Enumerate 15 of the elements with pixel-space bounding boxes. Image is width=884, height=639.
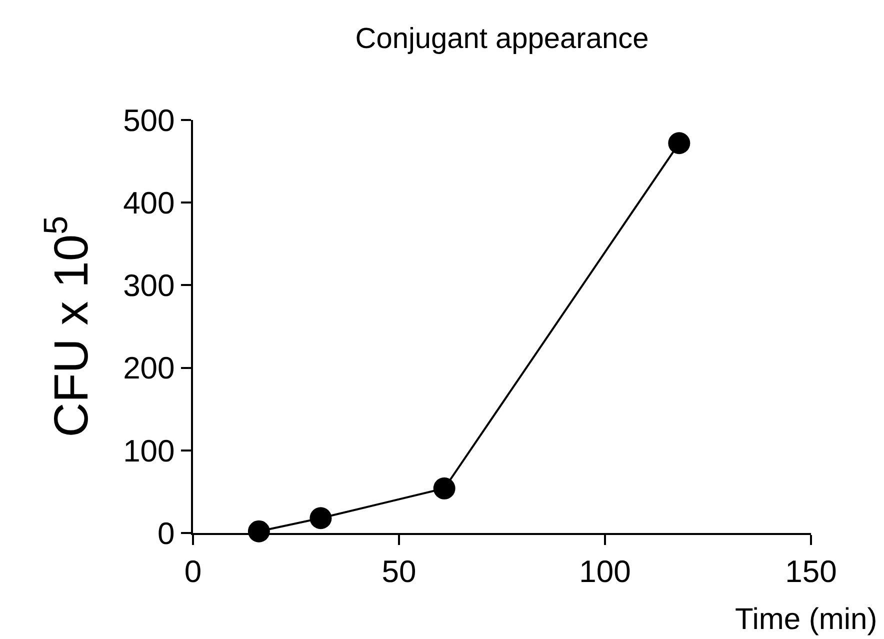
y-tick-label: 0 — [158, 516, 175, 551]
x-tick-label: 50 — [382, 554, 416, 590]
point — [310, 507, 332, 530]
y-tick-label: 400 — [123, 185, 175, 220]
y-tick-label: 500 — [123, 102, 175, 138]
point — [433, 477, 456, 500]
y-tick-label: 200 — [123, 350, 175, 386]
y-tick-label: 100 — [123, 433, 175, 468]
x-axis-title: Time (min) — [735, 603, 878, 636]
y-tick-label: 300 — [123, 268, 175, 304]
point — [668, 132, 690, 154]
x-tick-label: 100 — [579, 554, 631, 590]
x-tick-label: 150 — [785, 554, 837, 590]
x-tick-label: 0 — [184, 554, 202, 590]
chart-title: Conjugant appearance — [355, 23, 649, 56]
